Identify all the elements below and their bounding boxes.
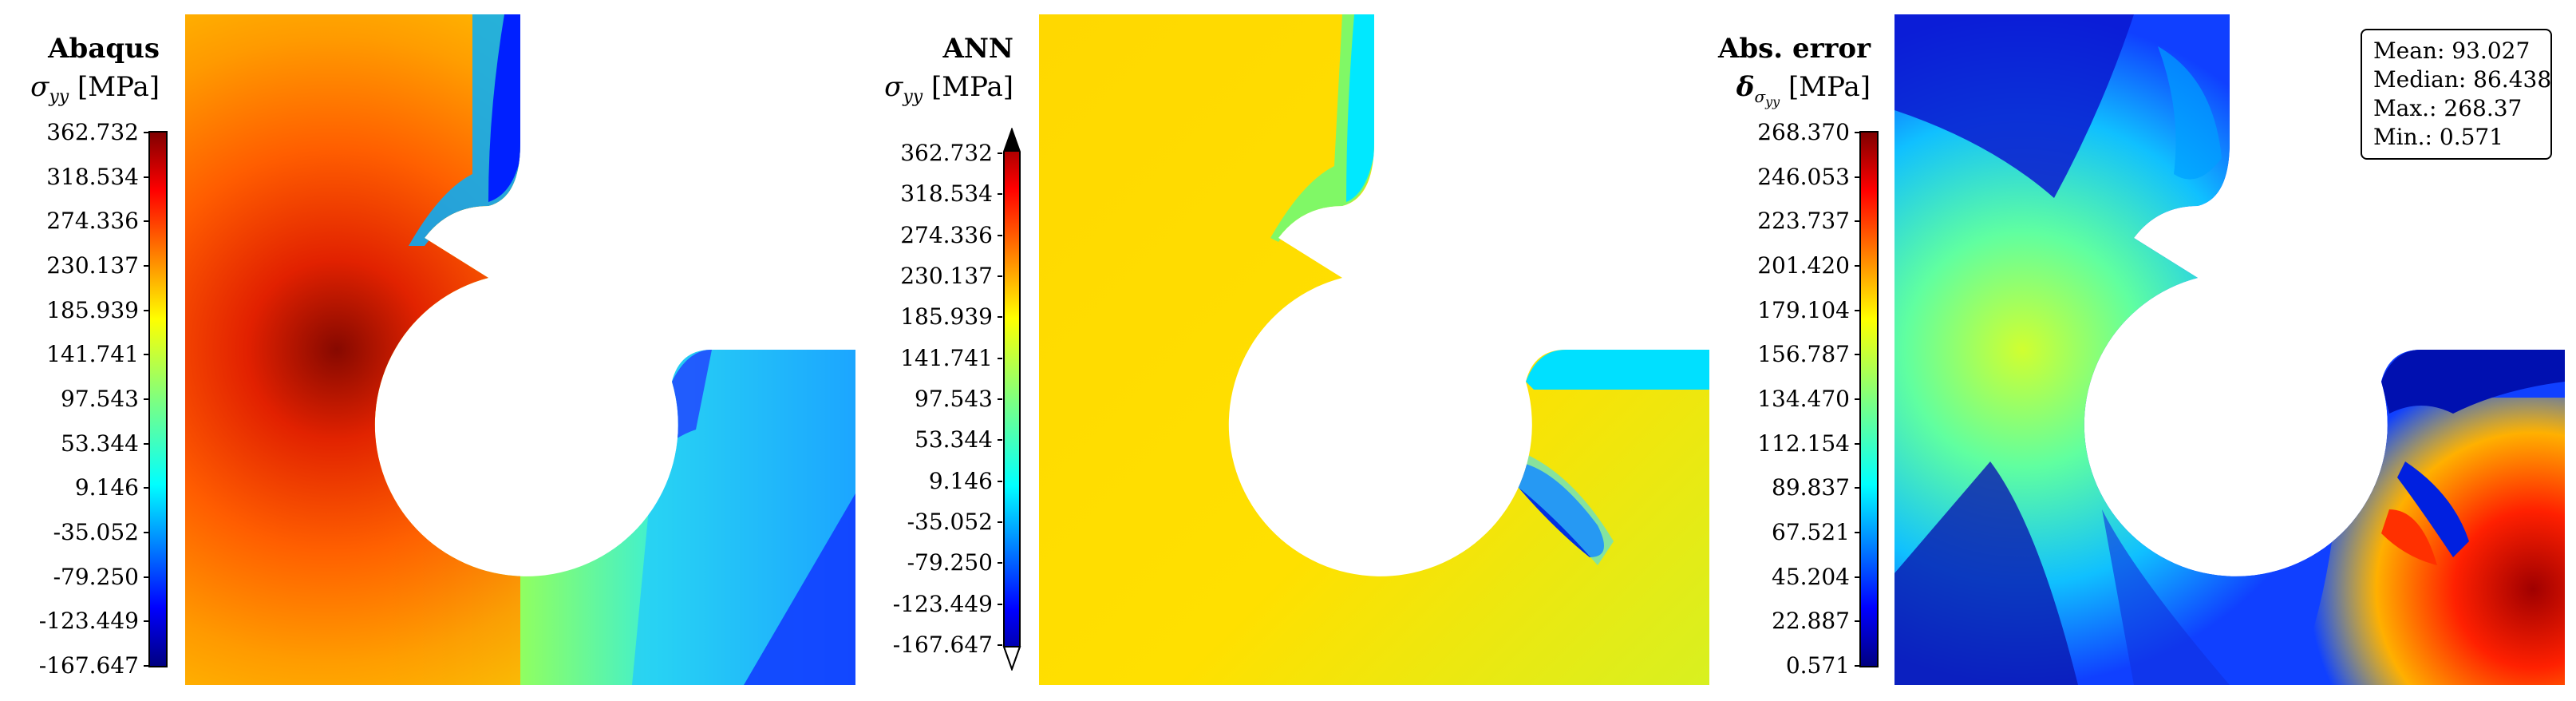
colorbar-tick-mark [1855, 309, 1859, 311]
colorbar-tick-label: 274.336 [46, 208, 139, 235]
colorbar-tick-mark [998, 357, 1002, 359]
colorbar-tick-label: 141.741 [46, 341, 139, 368]
colorbar-tick-mark [998, 480, 1002, 482]
colorbar-tick-mark [144, 665, 148, 667]
colorbar-tick-label: 230.137 [46, 252, 139, 279]
colorbar-tick-mark [1855, 487, 1859, 489]
colorbar-tick-mark [144, 398, 148, 400]
colorbar-tick-mark [144, 442, 148, 445]
colorbar-tick-mark [1855, 620, 1859, 623]
colorbar-tick-mark [144, 309, 148, 311]
colorbar-tick-mark [1855, 220, 1859, 223]
colorbar-tick-label: 318.534 [46, 163, 139, 190]
colorbar-tick-label: 185.939 [900, 303, 993, 331]
colorbar-tick-mark [998, 193, 1002, 196]
colorbar-tick-label: 9.146 [928, 467, 993, 494]
colorbar-tick-label: 53.344 [61, 430, 139, 457]
colorbar-tick-mark [1855, 132, 1859, 133]
stat-mean: Mean: 93.027 [2373, 38, 2531, 64]
unit-label: δσyy [MPa] [1736, 71, 1871, 109]
panel-title: Abs. error [1717, 33, 1871, 65]
colorbar-tick-label: -167.647 [892, 632, 993, 658]
stress-field-ann [1039, 14, 1709, 685]
statistics-box: Mean: 93.027 Median: 86.438 Max.: 268.37… [2361, 29, 2552, 160]
colorbar-tick-label: 246.053 [1757, 163, 1850, 190]
colorbar-tick-mark [144, 487, 148, 489]
colorbar-tick-mark [144, 265, 148, 267]
colorbar-tick-label: 179.104 [1757, 296, 1850, 323]
stress-field-abaqus [185, 14, 855, 685]
colorbar-tick-mark [998, 234, 1002, 236]
colorbar-tick-mark [1855, 398, 1859, 400]
colorbar-tick-label: -167.647 [38, 652, 139, 679]
colorbar-tick-mark [998, 316, 1002, 319]
panel-title: Abaqus [48, 33, 160, 65]
colorbar-tick-mark [144, 132, 148, 133]
stat-max: Max.: 268.37 [2373, 95, 2523, 121]
colorbar-tick-mark [144, 176, 148, 178]
colorbar-tick-mark [998, 521, 1002, 523]
stat-min: Min.: 0.571 [2373, 124, 2504, 150]
colorbar-tick-mark [1855, 665, 1859, 667]
colorbar-tick-mark [144, 220, 148, 223]
error-field [1894, 14, 2565, 685]
colorbar-tick-label: 112.154 [1757, 430, 1850, 457]
colorbar-tick-label: 97.543 [61, 386, 139, 412]
colorbar-tick-mark [998, 398, 1002, 400]
colorbar-tick-label: 274.336 [900, 221, 993, 248]
colorbar-tick-label: -35.052 [907, 509, 993, 535]
colorbar-tick-mark [998, 603, 1002, 605]
colorbar-tick-mark [998, 439, 1002, 442]
colorbar-tick-label: 185.939 [46, 296, 139, 323]
colorbar-tick-mark [998, 562, 1002, 564]
colorbar-tick-mark [144, 354, 148, 356]
colorbar-tick-label: 22.887 [1772, 608, 1850, 635]
colorbar-tick-mark [1855, 354, 1859, 356]
colorbar-tick-label: 156.787 [1757, 341, 1850, 368]
colorbar-tick-label: -79.250 [907, 549, 993, 576]
colorbar-tick-mark [998, 152, 1002, 154]
colorbar-tick-mark [144, 576, 148, 578]
colorbar-tick-mark [1855, 576, 1859, 578]
colorbar-tick-label: 0.571 [1785, 652, 1850, 679]
colorbar-tick-label: 134.470 [1757, 386, 1850, 412]
colorbar-tick-mark [1855, 176, 1859, 178]
unit-label: σyy [MPa] [30, 71, 160, 107]
colorbar-tick-mark [1855, 532, 1859, 533]
unit-label: σyy [MPa] [884, 71, 1013, 107]
colorbar [1859, 131, 1879, 667]
colorbar-tick-label: -79.250 [53, 563, 139, 590]
colorbar [1002, 128, 1021, 671]
colorbar-tick-label: 362.732 [900, 140, 993, 166]
colorbar-tick-mark [144, 532, 148, 533]
colorbar-tick-label: 318.534 [900, 180, 993, 208]
stat-median: Median: 86.438 [2373, 66, 2552, 93]
colorbar-tick-mark [1855, 265, 1859, 267]
colorbar-tick-label: 268.370 [1757, 119, 1850, 145]
colorbar-tick-label: -123.449 [38, 608, 139, 635]
colorbar-tick-mark [998, 644, 1002, 646]
colorbar-tick-mark [1855, 442, 1859, 445]
panel-title: ANN [942, 33, 1013, 65]
colorbar [148, 131, 168, 667]
colorbar-tick-label: 201.420 [1757, 252, 1850, 279]
colorbar-tick-mark [144, 620, 148, 623]
colorbar-tick-label: 53.344 [915, 426, 993, 453]
colorbar-tick-label: -123.449 [892, 590, 993, 617]
colorbar-tick-label: 223.737 [1757, 208, 1850, 235]
colorbar-tick-label: 141.741 [900, 344, 993, 371]
colorbar-tick-label: 362.732 [46, 119, 139, 145]
colorbar-tick-mark [998, 275, 1002, 277]
colorbar-tick-label: 67.521 [1772, 519, 1850, 545]
colorbar-tick-label: 89.837 [1772, 474, 1850, 501]
colorbar-tick-label: 45.204 [1772, 563, 1850, 590]
colorbar-tick-label: -35.052 [53, 519, 139, 545]
colorbar-tick-label: 97.543 [915, 386, 993, 412]
colorbar-tick-label: 9.146 [74, 474, 139, 501]
colorbar-tick-label: 230.137 [900, 263, 993, 289]
